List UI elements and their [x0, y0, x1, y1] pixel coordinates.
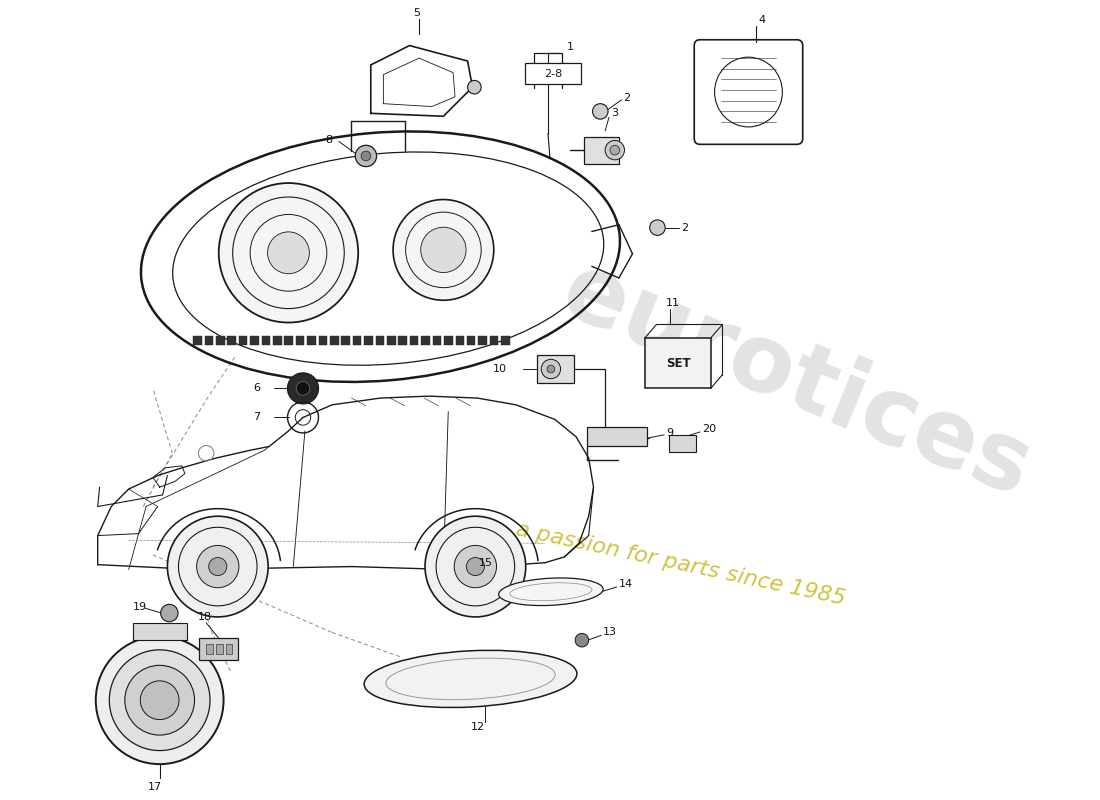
Circle shape: [355, 146, 376, 166]
Text: 10: 10: [493, 364, 506, 374]
Bar: [490, 336, 498, 345]
Text: 9: 9: [667, 428, 673, 438]
Bar: [307, 336, 316, 345]
Bar: [586, 427, 647, 446]
Bar: [398, 336, 407, 345]
Bar: [194, 336, 201, 345]
Bar: [584, 137, 618, 164]
Circle shape: [541, 359, 561, 378]
Bar: [205, 336, 213, 345]
Bar: [132, 622, 187, 640]
Bar: [285, 336, 293, 345]
Bar: [387, 336, 396, 345]
Circle shape: [96, 636, 223, 764]
Circle shape: [167, 516, 268, 617]
Text: SET: SET: [667, 357, 691, 370]
Bar: [478, 336, 487, 345]
Circle shape: [197, 546, 239, 588]
Circle shape: [161, 604, 178, 622]
Text: 6: 6: [253, 383, 261, 394]
Bar: [538, 355, 574, 382]
Ellipse shape: [498, 578, 603, 606]
Bar: [239, 336, 248, 345]
Text: 15: 15: [480, 558, 493, 568]
Circle shape: [361, 151, 371, 161]
Text: 12: 12: [471, 722, 485, 732]
Text: 13: 13: [603, 627, 617, 638]
Bar: [432, 336, 441, 345]
Circle shape: [605, 141, 625, 160]
Bar: [319, 336, 327, 345]
Text: 3: 3: [610, 108, 618, 118]
Text: 4: 4: [758, 15, 766, 26]
Bar: [645, 338, 711, 388]
Bar: [206, 644, 213, 654]
Circle shape: [650, 220, 666, 235]
Circle shape: [425, 516, 526, 617]
Text: 2: 2: [624, 93, 630, 103]
Circle shape: [296, 382, 310, 395]
Bar: [455, 336, 464, 345]
Bar: [669, 435, 696, 452]
Circle shape: [593, 104, 608, 119]
Bar: [502, 336, 509, 345]
Circle shape: [124, 666, 195, 735]
Bar: [421, 336, 430, 345]
Text: 11: 11: [667, 298, 680, 308]
Bar: [273, 336, 282, 345]
Text: 17: 17: [147, 782, 162, 792]
Circle shape: [547, 365, 554, 373]
Bar: [364, 336, 373, 345]
Bar: [444, 336, 453, 345]
Bar: [525, 63, 581, 84]
Text: 14: 14: [618, 579, 632, 589]
Circle shape: [421, 227, 466, 273]
Text: 8: 8: [326, 135, 332, 146]
Bar: [296, 336, 305, 345]
Bar: [216, 644, 222, 654]
Circle shape: [468, 81, 481, 94]
Circle shape: [466, 558, 484, 576]
Circle shape: [575, 634, 589, 647]
Bar: [199, 638, 238, 659]
Text: 1: 1: [566, 42, 573, 51]
Text: 5: 5: [412, 8, 420, 18]
Bar: [466, 336, 475, 345]
Circle shape: [209, 558, 227, 576]
Bar: [250, 336, 258, 345]
Circle shape: [267, 232, 309, 274]
Bar: [262, 336, 271, 345]
Text: 7: 7: [253, 413, 261, 422]
Circle shape: [454, 546, 496, 588]
Circle shape: [393, 199, 494, 300]
Bar: [216, 336, 224, 345]
Text: eurotices: eurotices: [549, 245, 1044, 516]
Bar: [353, 336, 362, 345]
Circle shape: [219, 183, 359, 322]
Bar: [330, 336, 339, 345]
Bar: [226, 644, 232, 654]
Bar: [228, 336, 235, 345]
Bar: [341, 336, 350, 345]
Text: 2: 2: [681, 222, 688, 233]
Text: 20: 20: [702, 424, 716, 434]
Circle shape: [141, 681, 179, 719]
Text: 2-8: 2-8: [543, 69, 562, 78]
Text: 19: 19: [132, 602, 146, 612]
Text: a passion for parts since 1985: a passion for parts since 1985: [514, 520, 847, 610]
Circle shape: [610, 146, 619, 155]
Circle shape: [287, 373, 319, 404]
Bar: [376, 336, 384, 345]
Bar: [410, 336, 418, 345]
Ellipse shape: [364, 650, 576, 707]
Text: 18: 18: [197, 612, 211, 622]
Circle shape: [109, 650, 210, 750]
